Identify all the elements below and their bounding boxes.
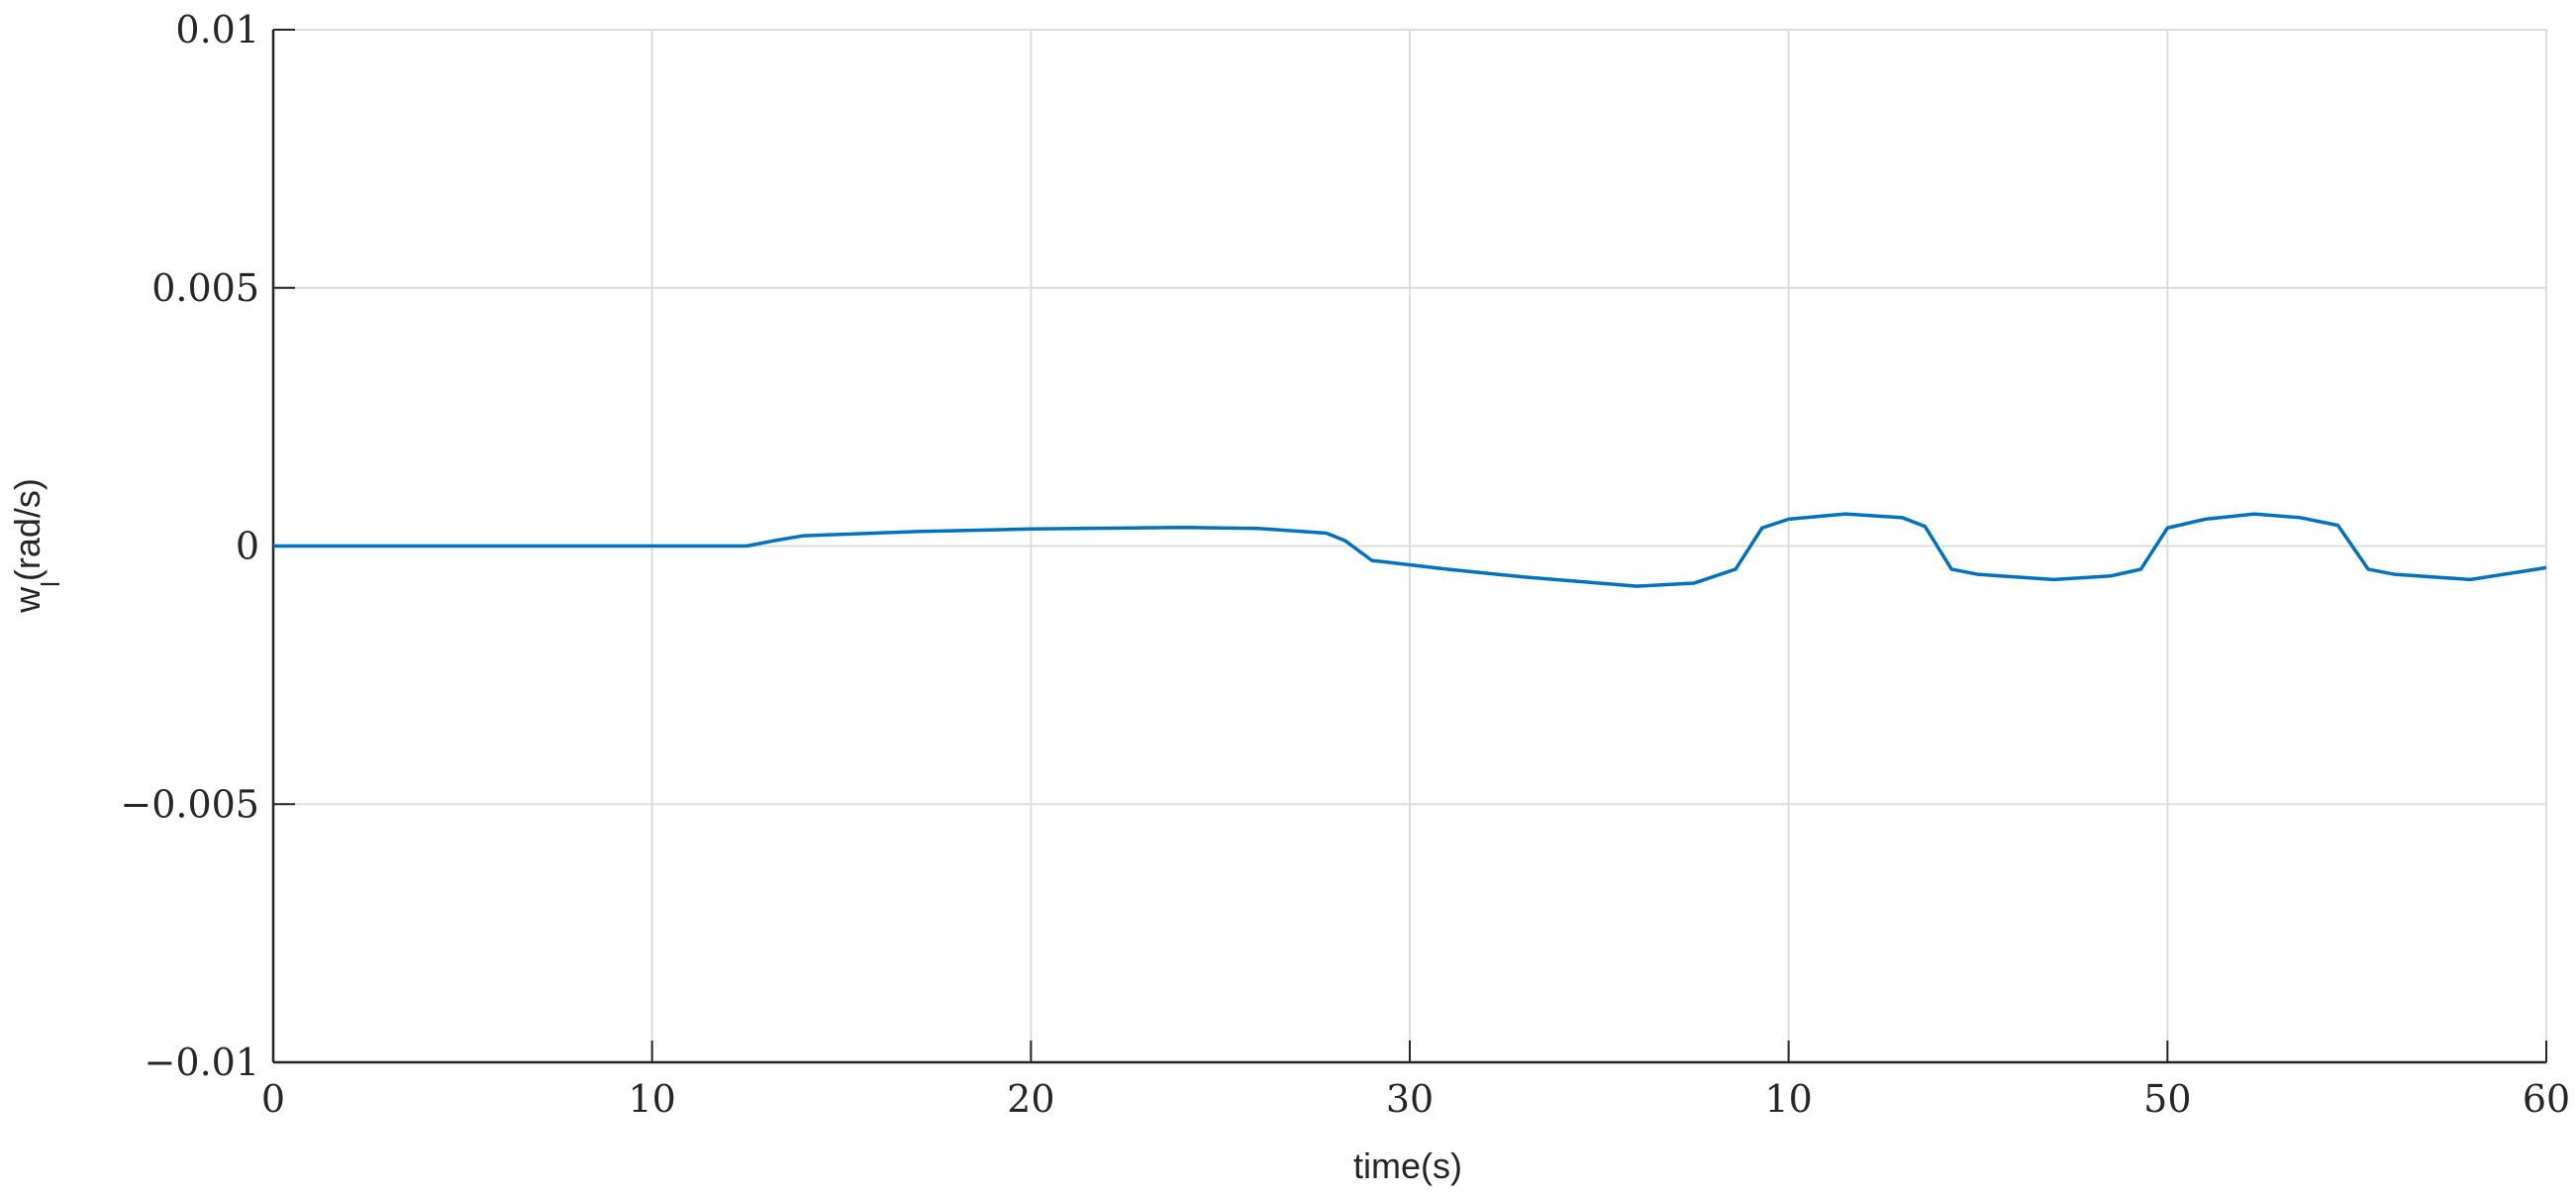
y-tick-label: 0.01 bbox=[175, 8, 259, 51]
y-tick-label: 0 bbox=[236, 525, 259, 568]
x-tick-label: 20 bbox=[1007, 1077, 1054, 1121]
x-tick-label: 10 bbox=[628, 1077, 675, 1121]
y-axis-label: wl(rad/s) bbox=[7, 478, 65, 614]
y-tick-label: −0.01 bbox=[145, 1041, 259, 1084]
x-tick-label: 50 bbox=[2143, 1077, 2191, 1121]
y-tick-label: 0.005 bbox=[151, 266, 259, 310]
x-tick-label: 0 bbox=[261, 1077, 285, 1121]
x-tick-label: 30 bbox=[1386, 1077, 1434, 1121]
y-tick-label: −0.005 bbox=[120, 782, 259, 826]
y-label-unit: (rad/s) bbox=[7, 478, 48, 581]
x-axis-label: time(s) bbox=[1353, 1145, 1462, 1186]
data-line bbox=[273, 512, 2547, 588]
y-label-main: w bbox=[7, 586, 48, 614]
x-tick-label: 60 bbox=[2523, 1077, 2570, 1121]
x-tick-label: 10 bbox=[1764, 1077, 1812, 1121]
y-label-subscript: l bbox=[36, 581, 65, 587]
